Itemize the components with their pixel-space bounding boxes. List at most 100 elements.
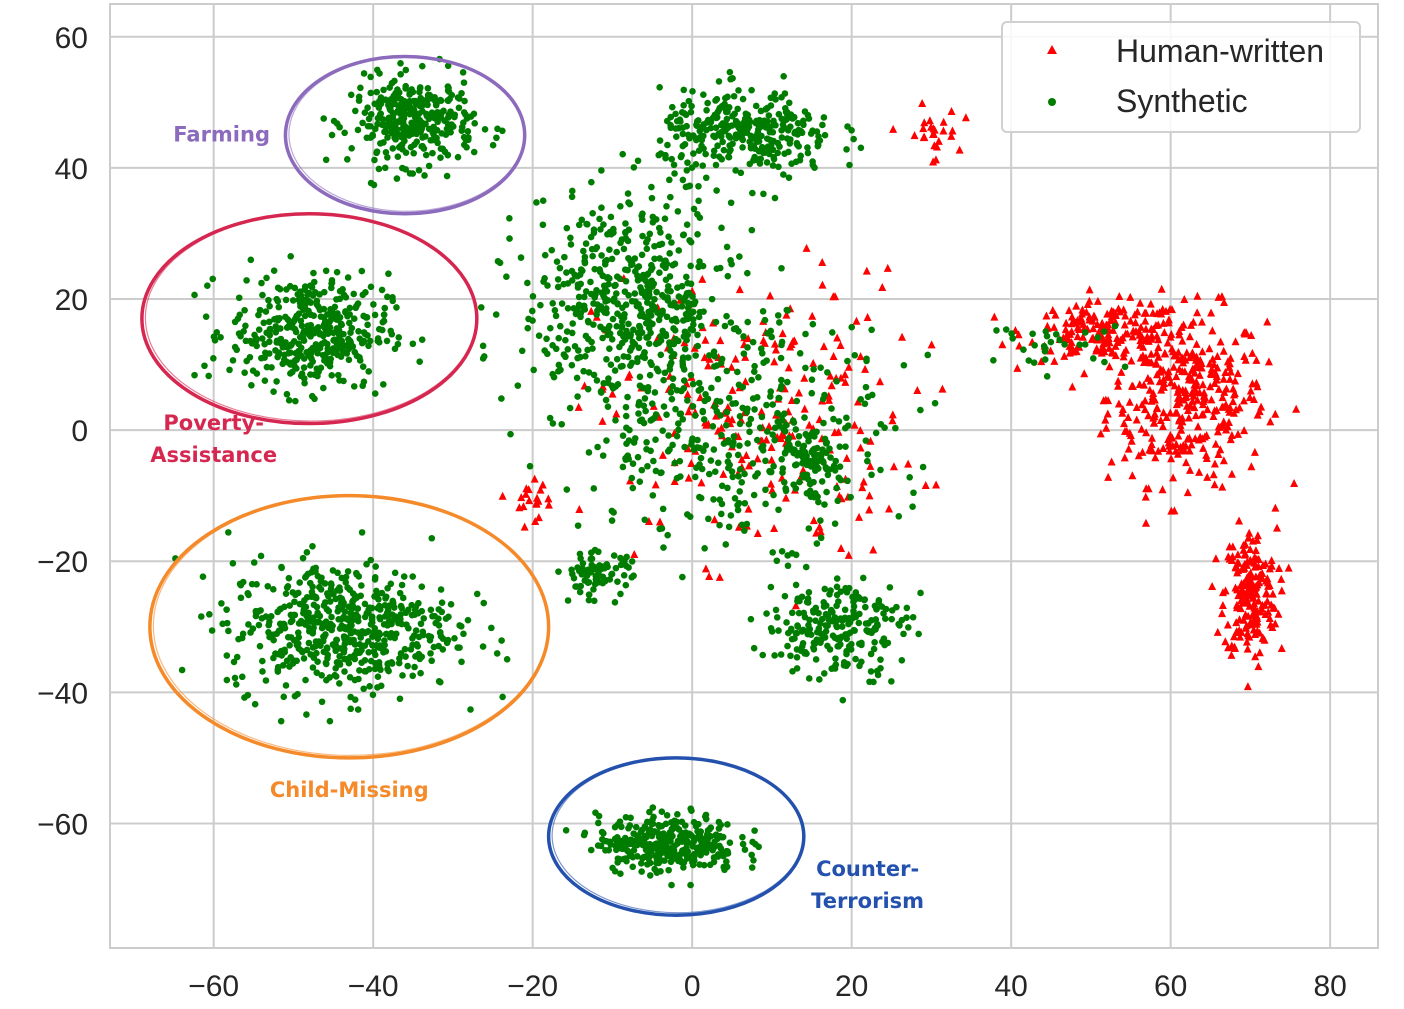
synthetic-point: [631, 841, 638, 849]
synthetic-point: [374, 120, 381, 128]
synthetic-point: [823, 488, 830, 496]
synthetic-point: [603, 356, 610, 363]
human-written-point: [1043, 321, 1052, 330]
synthetic-point: [1041, 356, 1049, 363]
synthetic-point: [781, 124, 789, 132]
synthetic-point: [651, 865, 658, 873]
synthetic-point: [388, 330, 396, 338]
synthetic-point: [759, 307, 767, 315]
synthetic-point: [748, 864, 756, 871]
human-written-point: [1159, 318, 1168, 327]
synthetic-point: [367, 283, 375, 291]
synthetic-point: [444, 62, 452, 70]
synthetic-point: [247, 256, 255, 264]
synthetic-point: [237, 332, 244, 340]
y-tick-label: −40: [37, 677, 88, 710]
synthetic-point: [381, 164, 389, 172]
synthetic-point: [244, 589, 252, 597]
synthetic-point: [342, 294, 350, 301]
synthetic-point: [787, 625, 795, 633]
synthetic-point: [543, 335, 550, 343]
human-written-point: [521, 489, 530, 498]
synthetic-point: [399, 164, 406, 172]
synthetic-point: [283, 390, 291, 398]
synthetic-point: [690, 150, 697, 157]
synthetic-point: [587, 846, 595, 854]
synthetic-point: [458, 127, 466, 135]
synthetic-point: [526, 462, 534, 470]
human-written-point: [1213, 627, 1222, 636]
human-written-point: [1068, 312, 1077, 321]
synthetic-point: [296, 600, 304, 608]
synthetic-point: [734, 105, 742, 113]
human-written-point: [762, 435, 771, 444]
synthetic-point: [777, 385, 785, 393]
synthetic-point: [596, 215, 603, 223]
human-written-point: [1180, 387, 1189, 396]
synthetic-point: [666, 347, 674, 354]
synthetic-point: [665, 866, 672, 874]
synthetic-point: [361, 330, 369, 338]
synthetic-point: [742, 117, 750, 125]
synthetic-point: [306, 282, 314, 289]
synthetic-point: [715, 78, 723, 85]
synthetic-point: [671, 170, 678, 177]
human-written-point: [1085, 285, 1094, 294]
synthetic-point: [329, 567, 337, 574]
synthetic-point: [730, 433, 738, 440]
synthetic-point: [588, 178, 595, 186]
synthetic-point: [537, 301, 544, 309]
human-written-point: [1198, 347, 1207, 356]
synthetic-point: [341, 668, 348, 675]
synthetic-point: [252, 612, 260, 620]
synthetic-point: [316, 583, 323, 591]
human-written-point: [939, 126, 948, 135]
synthetic-point: [420, 615, 428, 622]
human-written-point: [885, 504, 894, 513]
synthetic-point: [384, 584, 391, 592]
synthetic-point: [341, 640, 349, 648]
synthetic-point: [178, 666, 186, 674]
synthetic-point: [852, 655, 859, 663]
synthetic-point: [694, 210, 701, 218]
synthetic-point: [758, 444, 765, 452]
synthetic-point: [555, 361, 563, 369]
synthetic-point: [656, 83, 663, 91]
human-written-point: [745, 461, 754, 470]
synthetic-point: [375, 325, 383, 333]
synthetic-point: [681, 443, 688, 451]
synthetic-point: [1043, 332, 1051, 340]
synthetic-point: [784, 436, 792, 443]
human-written-point: [517, 493, 526, 502]
synthetic-point: [289, 297, 297, 304]
human-written-point: [770, 357, 779, 366]
synthetic-point: [844, 630, 852, 638]
human-written-point: [1139, 342, 1148, 351]
human-written-point: [1114, 381, 1123, 390]
synthetic-point: [379, 318, 387, 326]
synthetic-point: [292, 328, 300, 336]
synthetic-point: [687, 280, 695, 288]
synthetic-point: [717, 412, 724, 419]
synthetic-point: [767, 468, 775, 476]
human-written-point: [701, 335, 710, 344]
synthetic-point: [735, 381, 743, 389]
synthetic-point: [990, 357, 997, 364]
synthetic-point: [800, 609, 808, 617]
synthetic-point: [564, 345, 572, 353]
human-written-point: [1113, 333, 1122, 342]
synthetic-point: [313, 365, 321, 373]
human-written-point: [889, 124, 898, 133]
synthetic-point: [263, 329, 270, 337]
synthetic-point: [886, 584, 894, 591]
human-written-point: [1119, 348, 1128, 357]
synthetic-point: [597, 842, 605, 850]
synthetic-point: [451, 111, 459, 119]
synthetic-point: [669, 441, 676, 449]
synthetic-point: [675, 247, 683, 254]
human-written-point: [1271, 409, 1280, 418]
synthetic-point: [651, 255, 658, 263]
human-written-point: [1173, 393, 1182, 402]
synthetic-point: [465, 134, 472, 141]
synthetic-point: [371, 665, 379, 673]
